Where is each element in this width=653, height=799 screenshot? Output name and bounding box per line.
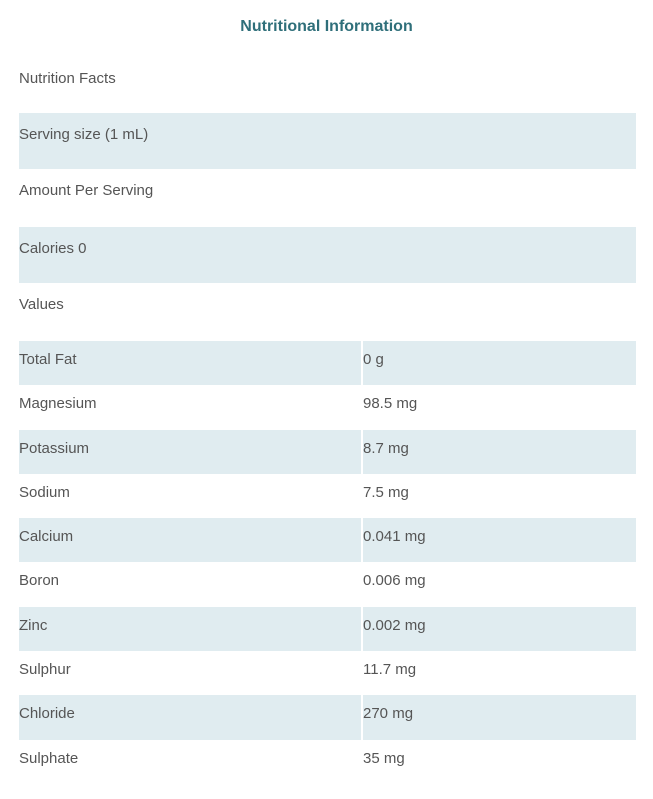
- table-row: Sulphate 35 mg: [19, 739, 636, 784]
- nutrient-name: Magnesium: [19, 395, 97, 413]
- table-row: Zinc 0.002 mg: [19, 606, 636, 652]
- nutrient-name: Potassium: [19, 429, 361, 474]
- nutrient-value: 270 mg: [361, 695, 636, 740]
- nutrient-name: Zinc: [19, 606, 361, 652]
- nutrient-value: 0 g: [361, 341, 636, 386]
- header-row: Serving size (1 mL): [19, 113, 636, 169]
- header-row: Values: [19, 296, 64, 313]
- nutrient-value: 0.002 mg: [361, 606, 636, 652]
- nutrient-name: Boron: [19, 572, 60, 590]
- header-row: Nutrition Facts: [19, 70, 116, 87]
- nutrient-name: Calcium: [19, 518, 361, 563]
- nutrition-table: Nutrition Facts Serving size (1 mL) Amou…: [19, 57, 636, 784]
- header-row: Calories 0: [19, 227, 636, 283]
- table-row: Magnesium 98.5 mg: [19, 385, 636, 430]
- nutrient-value: 0.006 mg: [361, 562, 636, 607]
- nutrient-value: 35 mg: [361, 739, 636, 784]
- table-row: Total Fat 0 g: [19, 341, 636, 386]
- table-row: Sodium 7.5 mg: [19, 473, 636, 519]
- nutrient-name: Sulphur: [19, 661, 71, 679]
- table-row: Potassium 8.7 mg: [19, 429, 636, 474]
- page-title: Nutritional Information: [240, 18, 413, 35]
- table-row: Sulphur 11.7 mg: [19, 651, 636, 696]
- nutrient-name: Sodium: [19, 483, 70, 501]
- table-row: Calcium 0.041 mg: [19, 518, 636, 563]
- nutrient-value: 0.041 mg: [361, 518, 636, 563]
- nutrient-value: 98.5 mg: [361, 385, 636, 430]
- nutrient-name: Total Fat: [19, 341, 361, 386]
- nutrient-name: Chloride: [19, 695, 361, 740]
- nutrient-value: 8.7 mg: [361, 429, 636, 474]
- table-row: Boron 0.006 mg: [19, 562, 636, 607]
- nutrient-value: 11.7 mg: [361, 651, 636, 696]
- nutrient-value: 7.5 mg: [361, 473, 636, 519]
- table-row: Chloride 270 mg: [19, 695, 636, 740]
- nutrient-name: Sulphate: [19, 749, 79, 767]
- header-row: Amount Per Serving: [19, 182, 154, 199]
